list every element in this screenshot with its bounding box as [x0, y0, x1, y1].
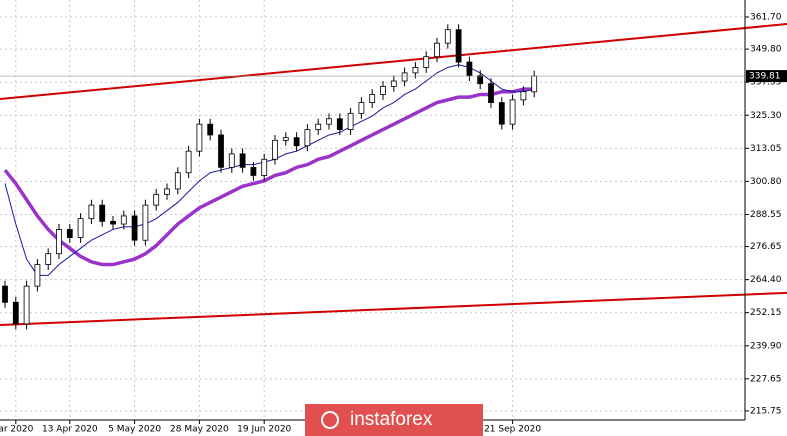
- candle-body: [250, 166, 257, 176]
- candle-body: [520, 91, 527, 101]
- candle-body: [272, 139, 278, 160]
- candle-body: [239, 153, 246, 168]
- candle-body: [466, 61, 473, 76]
- candle-body: [56, 229, 62, 255]
- candle-body: [99, 204, 106, 222]
- candle-body: [423, 56, 430, 68]
- axes: 361.70 349.80 337.55 325.30 313.05 300.80 288.…: [0, 13, 787, 435]
- candle-body: [228, 153, 235, 168]
- y-tick-label: 288.55: [750, 210, 782, 220]
- candle-body: [509, 99, 516, 125]
- candle-body: [45, 253, 52, 265]
- candle-body: [131, 215, 138, 241]
- candle-body: [358, 102, 365, 114]
- watermark-icon: [321, 411, 339, 429]
- x-tick-label: 13 Apr 2020: [42, 425, 98, 435]
- candle-body: [380, 85, 386, 95]
- candle-body: [336, 118, 343, 130]
- candle-body: [153, 193, 160, 206]
- candle-body: [326, 118, 332, 125]
- grid: [0, 0, 745, 420]
- candle-body: [282, 137, 289, 141]
- candle-body: [142, 204, 149, 241]
- trend-line: [0, 23, 787, 101]
- candle-body: [12, 301, 19, 325]
- candle-body: [196, 123, 203, 152]
- y-tick-label: 252.15: [750, 308, 782, 318]
- candle-body: [66, 229, 73, 238]
- y-tick-label: 239.90: [750, 341, 782, 351]
- trend-line: [0, 291, 787, 326]
- candle-body: [488, 83, 494, 103]
- candle-body: [88, 204, 95, 220]
- watermark: instaforex: [305, 404, 483, 436]
- watermark-text: instaforex: [350, 409, 433, 430]
- candle-body: [369, 94, 376, 103]
- watermark-box: [305, 404, 483, 436]
- x-tick-label: 5 May 2020: [108, 425, 161, 435]
- candle-body: [531, 75, 538, 93]
- moving-average: [4, 64, 535, 276]
- candle-body: [444, 29, 451, 44]
- last-price-box: [746, 70, 787, 83]
- candle-body: [2, 285, 8, 303]
- candle-body: [390, 80, 397, 87]
- candle-body: [434, 42, 440, 58]
- last-price-label: 339.81: [749, 72, 781, 82]
- candle-body: [477, 75, 484, 85]
- candle-body: [174, 172, 181, 190]
- x-tick-label: 28 May 2020: [170, 425, 229, 435]
- candle-body: [261, 158, 268, 176]
- candle-body: [315, 123, 322, 130]
- y-tick-label: 349.80: [750, 45, 782, 55]
- y-tick-label: 227.65: [750, 374, 782, 384]
- candle-body: [412, 67, 419, 74]
- candle-body: [110, 220, 116, 225]
- candle-body: [218, 134, 224, 168]
- y-tick-label: 337.55: [750, 78, 782, 88]
- candle-body: [164, 188, 170, 195]
- candle-body: [455, 29, 462, 63]
- y-tick-label: 264.40: [750, 275, 782, 285]
- candle-body: [304, 129, 311, 147]
- y-tick-label: 300.80: [750, 177, 782, 187]
- x-tick-label: 21 Sep 2020: [484, 425, 541, 435]
- x-tick-label: 19 Jun 2020: [237, 425, 291, 435]
- y-tick-label: 361.70: [750, 13, 782, 23]
- candle-body: [77, 218, 84, 238]
- y-tick-label: 313.05: [750, 144, 782, 154]
- moving-average: [3, 87, 535, 267]
- plot: [0, 23, 787, 330]
- candle-body: [120, 215, 127, 225]
- candle-body: [293, 137, 300, 147]
- candle-body: [401, 72, 408, 82]
- y-tick-label: 325.30: [750, 111, 782, 121]
- y-tick-label: 276.65: [750, 242, 782, 252]
- x-tick-label: ar 2020: [0, 425, 34, 435]
- candle-body: [207, 123, 214, 136]
- candle-body: [347, 112, 354, 130]
- candle-body: [185, 150, 192, 174]
- candle-body: [34, 264, 41, 287]
- candle-body: [498, 102, 505, 125]
- candle-body: [23, 285, 30, 325]
- y-tick-label: 215.75: [750, 406, 782, 416]
